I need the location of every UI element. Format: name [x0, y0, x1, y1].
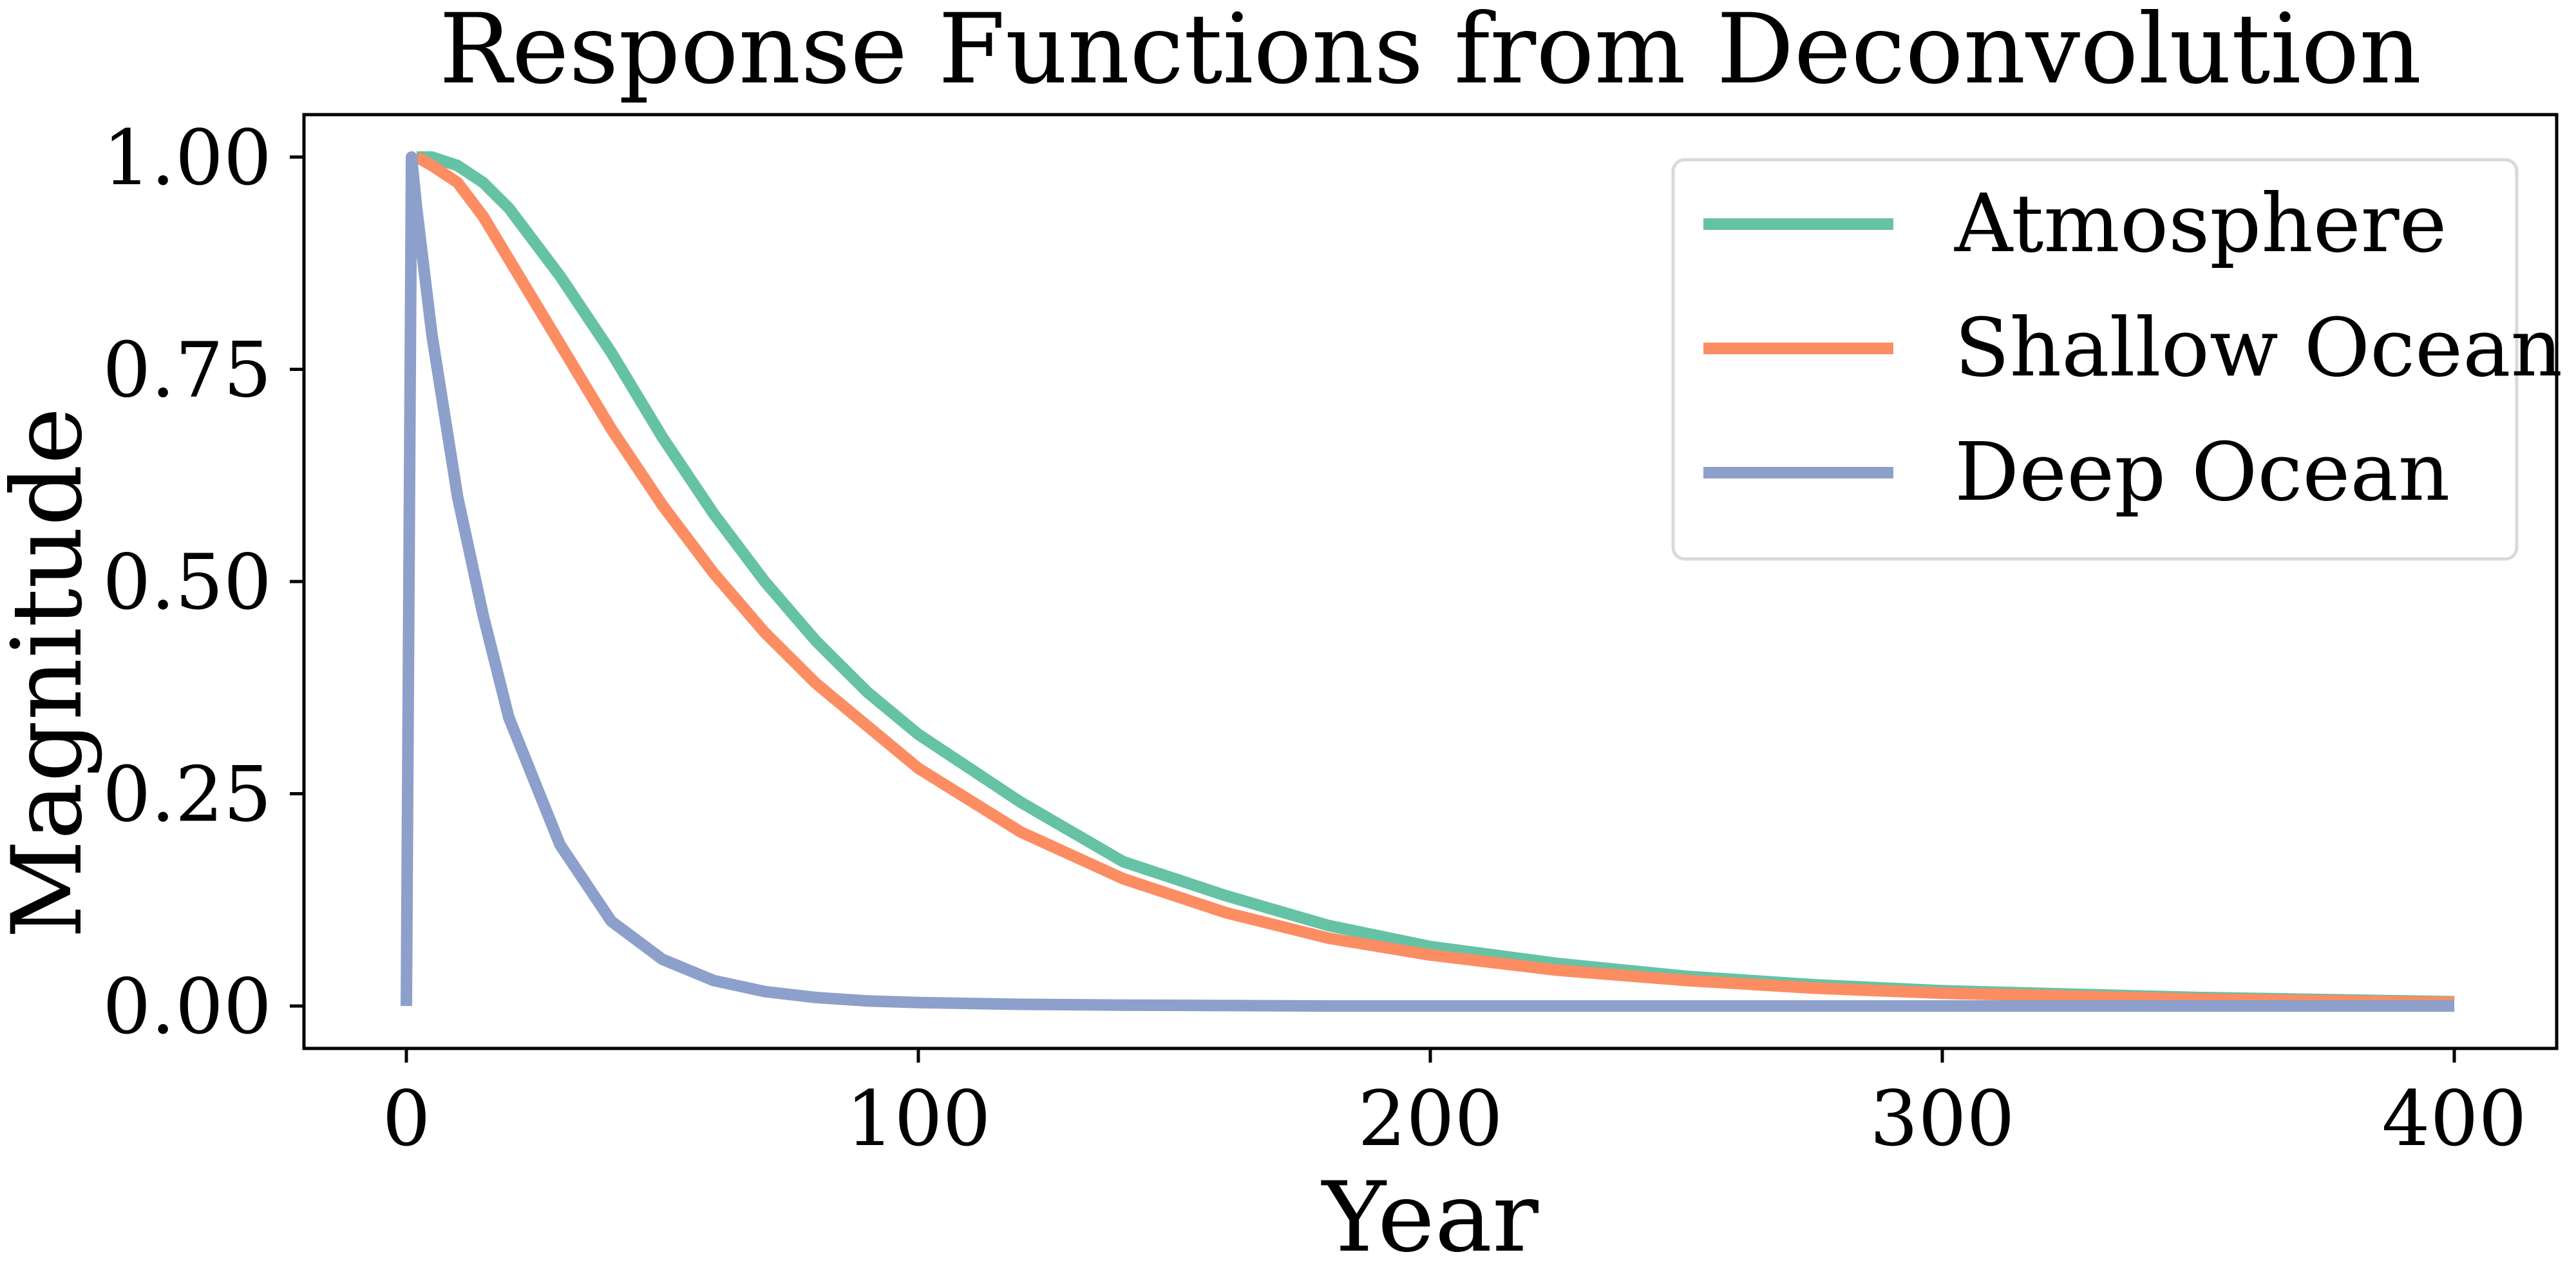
series-line-shallow-ocean	[413, 152, 2455, 1009]
y-axis-label: Magnitude	[0, 407, 104, 938]
y-tick-label: 0.50	[102, 538, 272, 627]
x-tick-label: 400	[2382, 1074, 2526, 1163]
x-axis-label: Year	[1321, 1162, 1539, 1274]
y-tick-label: 1.00	[102, 113, 272, 202]
legend-label-deep-ocean: Deep Ocean	[1955, 426, 2450, 519]
x-tick-label: 0	[382, 1074, 430, 1163]
x-tick-label: 100	[846, 1074, 990, 1163]
legend-box	[1671, 158, 2519, 561]
legend-label-shallow-ocean: Shallow Ocean	[1955, 301, 2562, 395]
y-tick-label: 0.25	[102, 750, 272, 839]
x-tick-label: 300	[1870, 1074, 2014, 1163]
y-tick-label: 0.00	[102, 962, 272, 1051]
legend-label-atmosphere: Atmosphere	[1954, 177, 2447, 270]
x-tick-label: 200	[1358, 1074, 1502, 1163]
chart-title: Response Functions from Deconvolution	[439, 0, 2421, 106]
plot-area: 0 100 200 300 400 0.00 0.25 0.50 0.75 1.00	[102, 113, 2559, 1163]
series-line-deep-ocean	[401, 151, 2454, 1012]
legend: Atmosphere Shallow Ocean Deep Ocean	[1671, 158, 2562, 561]
y-tick-label: 0.75	[102, 325, 272, 414]
